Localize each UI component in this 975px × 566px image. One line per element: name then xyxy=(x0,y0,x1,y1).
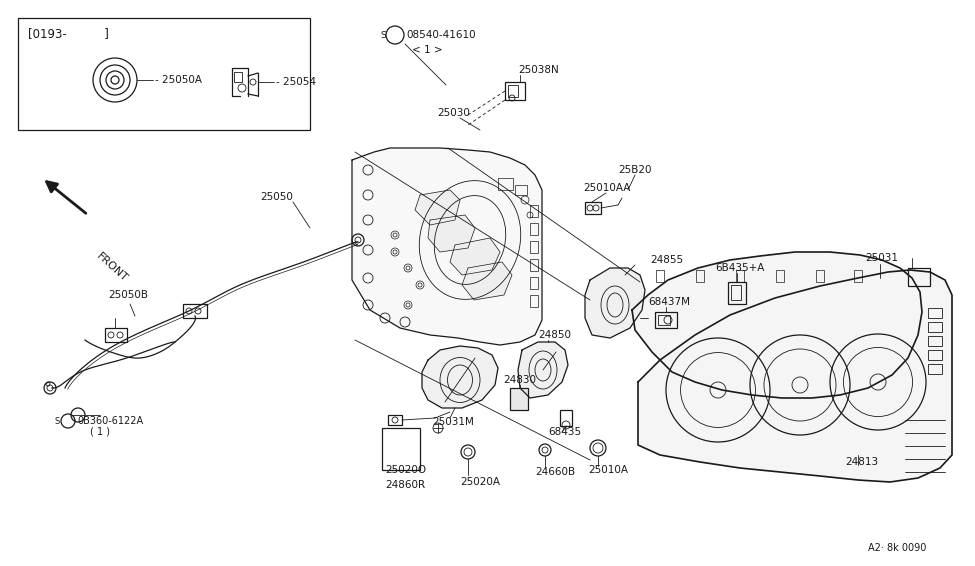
Bar xyxy=(928,336,942,346)
Bar xyxy=(696,270,704,282)
Text: 25050: 25050 xyxy=(260,192,292,202)
Polygon shape xyxy=(585,268,645,338)
Polygon shape xyxy=(462,262,512,300)
Bar xyxy=(498,178,513,190)
Bar xyxy=(382,428,420,470)
Polygon shape xyxy=(638,270,952,482)
Text: 24660B: 24660B xyxy=(535,467,575,477)
Text: 24860R: 24860R xyxy=(385,480,425,490)
Bar xyxy=(908,268,930,286)
Text: ( 1 ): ( 1 ) xyxy=(90,427,110,437)
Text: 24850: 24850 xyxy=(538,330,571,340)
Polygon shape xyxy=(428,215,475,252)
Text: - 25050A: - 25050A xyxy=(155,75,202,85)
Bar xyxy=(530,241,538,253)
Bar xyxy=(928,364,942,374)
Text: 25B20: 25B20 xyxy=(618,165,651,175)
Polygon shape xyxy=(422,346,498,408)
Text: 25030: 25030 xyxy=(437,108,470,118)
Text: [0193-          ]: [0193- ] xyxy=(28,28,109,41)
Bar xyxy=(515,185,527,195)
Bar xyxy=(105,328,127,342)
Bar xyxy=(530,223,538,235)
Bar xyxy=(530,277,538,289)
Bar xyxy=(656,270,664,282)
Text: 25020A: 25020A xyxy=(460,477,500,487)
Bar xyxy=(510,388,528,410)
Bar xyxy=(18,18,310,130)
Polygon shape xyxy=(632,252,922,398)
Text: 24830: 24830 xyxy=(503,375,536,385)
Text: 68435: 68435 xyxy=(548,427,581,437)
Text: < 1 >: < 1 > xyxy=(412,45,443,55)
Bar xyxy=(560,410,572,426)
Bar xyxy=(530,259,538,271)
Text: 6B435+A: 6B435+A xyxy=(715,263,764,273)
Text: - 25054: - 25054 xyxy=(276,77,316,87)
Text: S: S xyxy=(55,417,59,426)
Bar xyxy=(585,202,601,214)
Bar xyxy=(928,322,942,332)
Bar xyxy=(655,312,677,328)
Text: 24855: 24855 xyxy=(650,255,683,265)
Text: 25031M: 25031M xyxy=(432,417,474,427)
Text: 25010AA: 25010AA xyxy=(583,183,631,193)
Bar xyxy=(183,304,207,318)
Bar xyxy=(508,85,518,97)
Bar xyxy=(816,270,824,282)
Text: 25020O: 25020O xyxy=(385,465,426,475)
Polygon shape xyxy=(518,342,568,398)
Polygon shape xyxy=(415,190,460,225)
Text: FRONT: FRONT xyxy=(95,251,130,284)
Text: 24813: 24813 xyxy=(845,457,878,467)
Polygon shape xyxy=(450,238,500,275)
Text: 68437M: 68437M xyxy=(648,297,690,307)
Bar xyxy=(505,82,525,100)
Bar xyxy=(928,350,942,360)
Bar xyxy=(530,205,538,217)
Text: A2· 8k 0090: A2· 8k 0090 xyxy=(868,543,926,553)
Bar xyxy=(854,270,862,282)
Text: 08540-41610: 08540-41610 xyxy=(406,30,476,40)
Bar xyxy=(928,308,942,318)
Bar xyxy=(658,315,670,325)
Bar xyxy=(776,270,784,282)
Bar xyxy=(728,282,746,304)
Bar xyxy=(530,295,538,307)
Text: 25050B: 25050B xyxy=(108,290,148,300)
Text: 25010A: 25010A xyxy=(588,465,628,475)
Polygon shape xyxy=(352,148,542,345)
Bar xyxy=(388,415,402,425)
Text: 25038N: 25038N xyxy=(518,65,559,75)
Bar xyxy=(736,270,744,282)
Bar xyxy=(234,72,242,82)
Text: 0B360-6122A: 0B360-6122A xyxy=(77,416,143,426)
Text: S: S xyxy=(380,31,386,40)
Text: 25031: 25031 xyxy=(865,253,898,263)
Bar xyxy=(731,285,741,300)
